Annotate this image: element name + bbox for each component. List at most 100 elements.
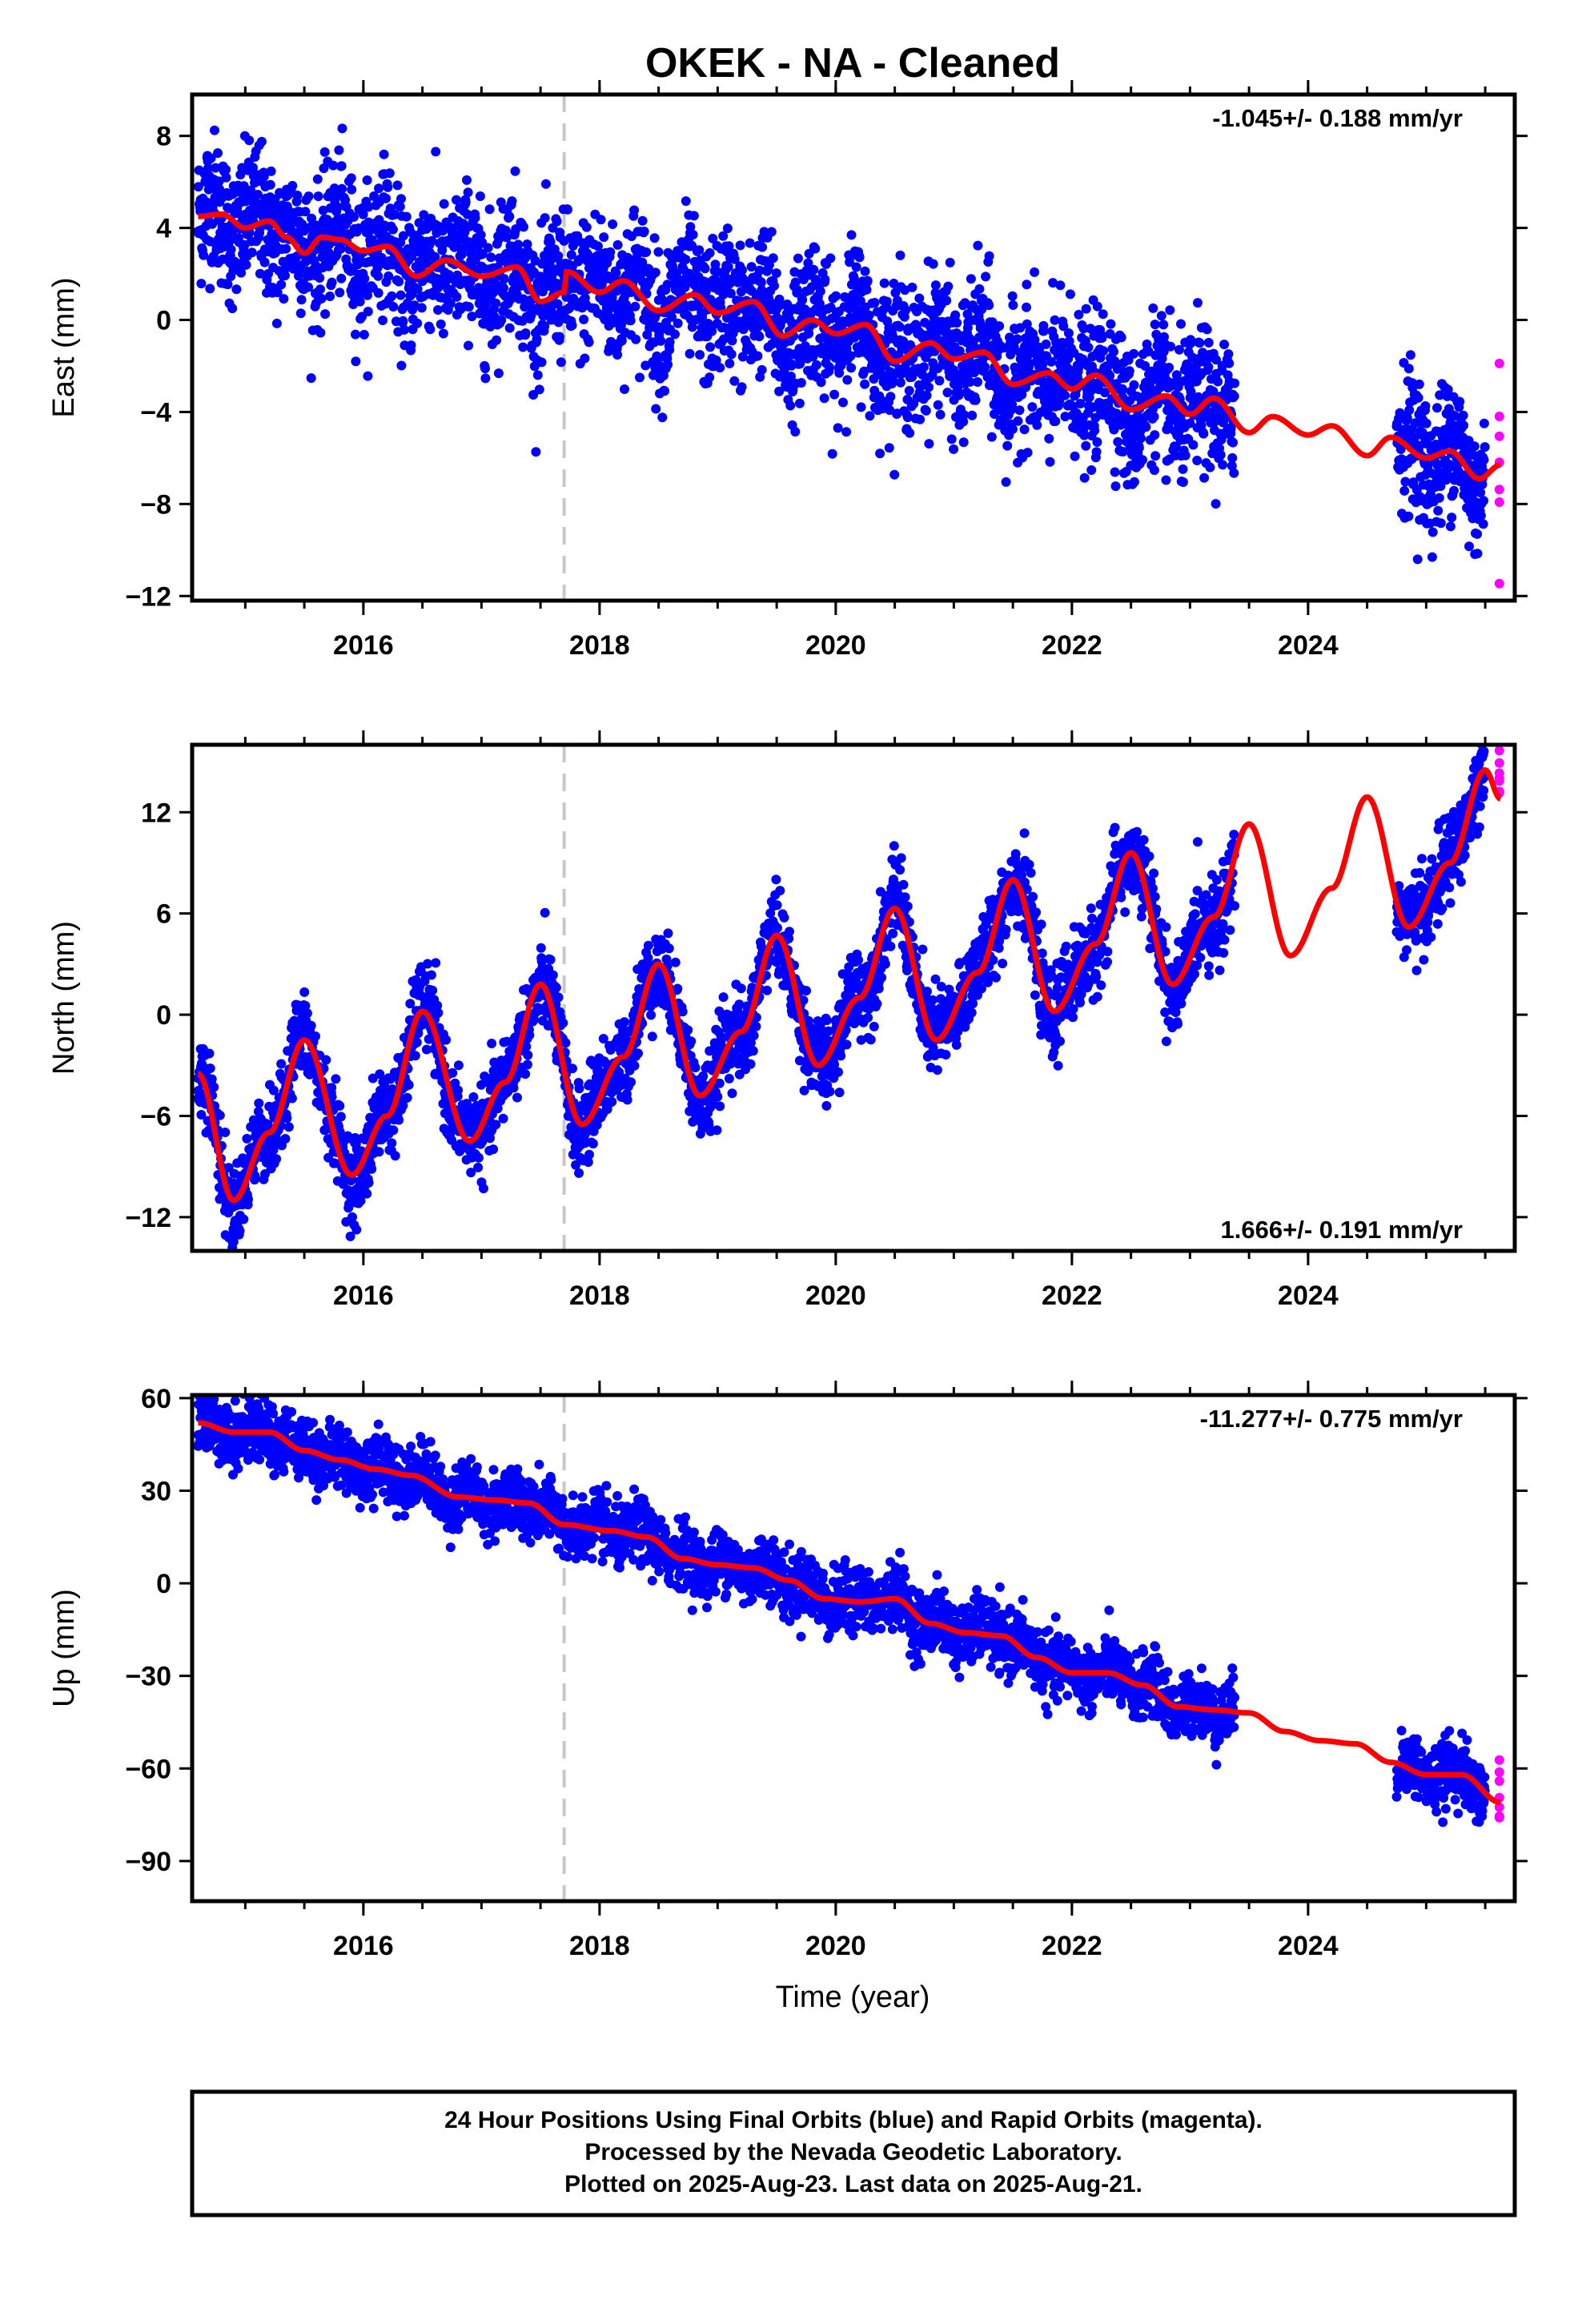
- north-final-point: [196, 1110, 207, 1120]
- east-final-point: [725, 358, 735, 368]
- north-final-point: [311, 1031, 320, 1041]
- east-final-point: [1149, 412, 1159, 422]
- east-final-point: [1227, 452, 1238, 463]
- east-final-point: [346, 173, 356, 183]
- north-final-point: [574, 1168, 584, 1178]
- east-final-point: [592, 241, 603, 251]
- east-final-point: [943, 281, 954, 292]
- east-final-point: [1186, 337, 1197, 348]
- north-final-point: [327, 1083, 337, 1093]
- east-final-point: [884, 443, 894, 453]
- east-final-point: [753, 351, 763, 361]
- east-final-point: [347, 184, 357, 195]
- east-final-point: [392, 180, 403, 191]
- east-final-point: [1090, 425, 1100, 436]
- east-final-point: [735, 240, 745, 251]
- east-frame: [190, 92, 1517, 603]
- east-final-point: [1098, 346, 1109, 356]
- east-final-point: [476, 230, 486, 240]
- east-final-point: [1400, 476, 1411, 487]
- east-final-point: [1472, 549, 1483, 559]
- east-final-point: [928, 259, 938, 269]
- east-rapid-point: [1494, 358, 1504, 368]
- east-rapid-point: [1494, 578, 1504, 589]
- east-final-point: [477, 249, 488, 259]
- east-final-point: [838, 397, 848, 408]
- east-final-point: [786, 359, 797, 369]
- east-final-point: [504, 323, 515, 333]
- east-final-point: [502, 232, 512, 243]
- east-final-point: [221, 172, 231, 183]
- north-final-point: [433, 1007, 444, 1018]
- east-final-point: [1063, 328, 1074, 338]
- north-final-point: [473, 1152, 484, 1163]
- east-y-tick-label: 8: [156, 122, 171, 152]
- north-final-point: [351, 1224, 362, 1235]
- east-final-point: [800, 341, 810, 352]
- north-final-point: [568, 1063, 577, 1074]
- east-final-point: [406, 340, 416, 351]
- east-final-point: [825, 253, 836, 263]
- east-final-point: [1097, 333, 1107, 343]
- east-final-point: [416, 303, 427, 313]
- north-final-point: [508, 1083, 519, 1093]
- east-final-point: [901, 305, 910, 316]
- east-final-point: [1150, 320, 1160, 330]
- east-final-point: [1208, 386, 1219, 396]
- east-final-point: [665, 344, 675, 355]
- east-final-point: [796, 378, 806, 388]
- east-final-point: [1118, 447, 1128, 456]
- east-final-point: [1433, 505, 1443, 516]
- east-final-point: [934, 376, 945, 386]
- east-final-point: [1129, 380, 1139, 390]
- north-final-point: [441, 1035, 452, 1045]
- east-final-point: [1048, 278, 1058, 288]
- north-final-point: [584, 1149, 594, 1160]
- east-final-point: [580, 353, 590, 364]
- north-final-point: [363, 1177, 374, 1188]
- east-final-point: [895, 377, 905, 388]
- east-final-point: [1213, 376, 1223, 387]
- east-final-point: [612, 239, 623, 250]
- east-final-point: [705, 247, 715, 258]
- east-final-point: [244, 135, 255, 146]
- east-final-point: [279, 294, 289, 304]
- east-final-point: [790, 427, 801, 437]
- east-final-point: [315, 328, 326, 338]
- east-final-point: [358, 209, 368, 219]
- east-final-point: [819, 393, 829, 404]
- north-final-point: [428, 985, 438, 995]
- east-final-point: [362, 175, 372, 185]
- east-final-point: [231, 284, 242, 295]
- east-final-point: [1455, 396, 1465, 407]
- east-final-point: [1199, 472, 1210, 483]
- east-final-point: [1058, 321, 1069, 332]
- east-final-point: [1129, 348, 1139, 359]
- east-final-point: [1109, 347, 1118, 357]
- east-final-point: [1060, 412, 1070, 422]
- north-final-point: [390, 1151, 400, 1161]
- east-final-point: [253, 190, 263, 199]
- east-final-point: [1472, 529, 1483, 539]
- east-final-point: [786, 372, 796, 381]
- east-final-point: [745, 238, 755, 248]
- east-final-point: [328, 160, 339, 171]
- east-final-point: [1050, 416, 1061, 426]
- east-final-point: [1014, 405, 1025, 416]
- east-final-point: [522, 239, 532, 249]
- east-final-point: [540, 321, 550, 332]
- east-final-point: [861, 284, 872, 295]
- east-final-point: [486, 252, 496, 263]
- north-final-point: [374, 1147, 384, 1157]
- east-final-point: [532, 370, 543, 380]
- east-final-point: [1171, 442, 1181, 452]
- east-final-point: [1223, 349, 1234, 360]
- east-final-point: [1074, 309, 1084, 320]
- east-final-point: [1435, 390, 1445, 400]
- north-final-point: [331, 1074, 341, 1084]
- east-final-point: [579, 314, 589, 324]
- east-final-point: [419, 210, 429, 220]
- east-final-point: [1022, 319, 1032, 329]
- east-final-point: [829, 389, 840, 400]
- east-final-point: [1044, 433, 1054, 444]
